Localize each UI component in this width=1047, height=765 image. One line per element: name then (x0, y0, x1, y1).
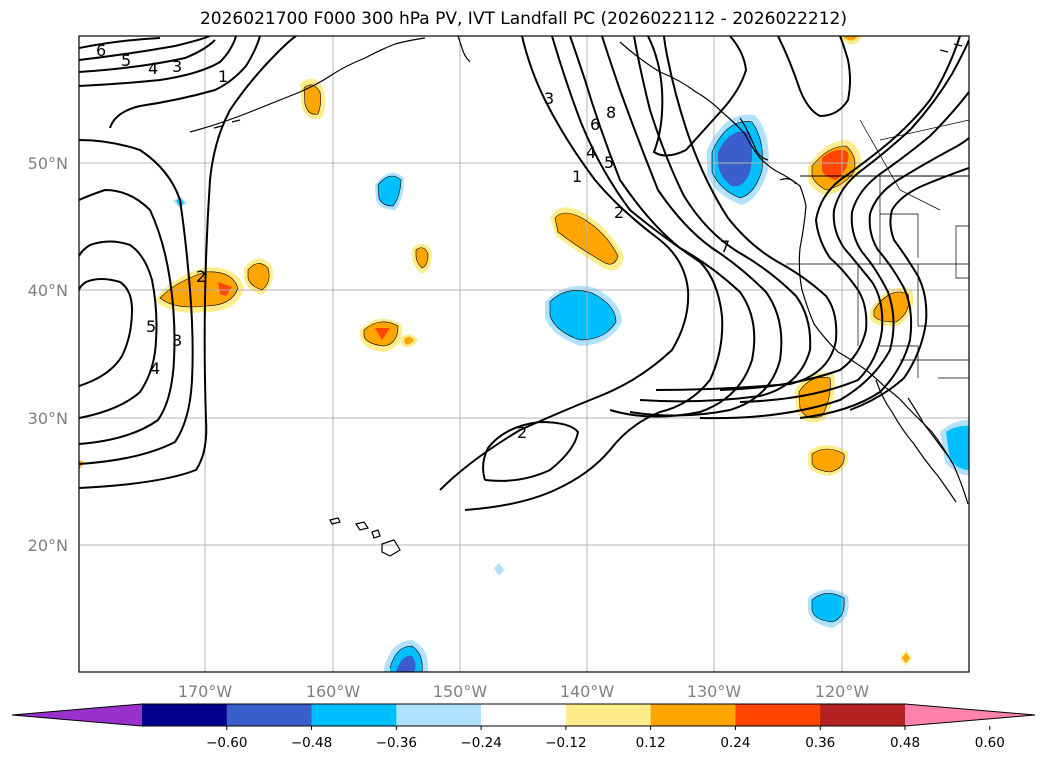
lat-label: 30°N (28, 409, 68, 428)
svg-text:2: 2 (614, 203, 624, 222)
colorbar-tick-label: 0.24 (720, 735, 750, 751)
svg-text:2: 2 (517, 423, 527, 442)
colorbar-tick-label: −0.36 (376, 735, 417, 751)
colorbar-segment (650, 704, 736, 726)
lon-label: 160°W (306, 682, 361, 701)
svg-text:2: 2 (196, 267, 206, 286)
colorbar-segment (226, 704, 313, 726)
svg-text:3: 3 (544, 89, 554, 108)
map-background (79, 36, 969, 672)
svg-text:6: 6 (96, 41, 106, 60)
latitude-labels: 50°N 40°N 30°N 20°N (28, 154, 68, 555)
pv-outlines (159, 84, 910, 672)
colorbar-tick-label: −0.60 (206, 735, 247, 751)
colorbar-tick-label: −0.48 (291, 735, 332, 751)
map-title: 2026021700 F000 300 hPa PV, IVT Landfall… (199, 9, 847, 29)
pv-shading (79, 36, 969, 672)
lon-label: 130°W (687, 682, 742, 701)
lat-label: 20°N (28, 536, 68, 555)
svg-text:7: 7 (720, 237, 730, 256)
colorbar-tick-label: 0.60 (975, 735, 1005, 751)
svg-text:6: 6 (590, 115, 600, 134)
colorbar-segment (396, 704, 482, 726)
svg-text:5: 5 (604, 153, 614, 172)
lat-label: 40°N (28, 281, 68, 300)
colorbar-segment (735, 704, 821, 726)
colorbar-tick-label: 0.48 (890, 735, 920, 751)
map-frame (78, 35, 970, 673)
colorbar-tick-label: 0.12 (636, 735, 666, 751)
svg-text:8: 8 (606, 103, 616, 122)
ivt-contours (79, 36, 969, 511)
colorbar-segment (481, 704, 567, 726)
colorbar: −0.60 −0.48 −0.36 −0.24 −0.12 0.12 0.24 0.36 0.4… (11, 703, 1036, 751)
longitude-labels: 170°W 160°W 150°W 140°W 130°W 120°W (178, 682, 870, 701)
lon-label: 140°W (560, 682, 615, 701)
colorbar-segment (142, 704, 228, 726)
lon-label: 150°W (433, 682, 488, 701)
colorbar-segment (820, 704, 906, 726)
svg-text:5: 5 (146, 317, 156, 336)
lon-label: 120°W (815, 682, 870, 701)
colorbar-segment (311, 704, 397, 726)
svg-text:3: 3 (172, 331, 182, 350)
svg-text:4: 4 (150, 359, 160, 378)
colorbar-extend-high (905, 704, 1035, 726)
svg-text:3: 3 (172, 57, 182, 76)
lon-label: 170°W (178, 682, 233, 701)
svg-text:4: 4 (148, 59, 158, 78)
colorbar-outline (11, 703, 1036, 727)
svg-text:1: 1 (218, 67, 228, 86)
svg-text:5: 5 (121, 51, 131, 70)
lat-label: 50°N (28, 154, 68, 173)
colorbar-tick-label: −0.12 (545, 735, 586, 751)
svg-text:4: 4 (586, 143, 596, 162)
colorbar-segment (565, 704, 652, 726)
colorbar-tick-label: 0.36 (805, 735, 835, 751)
svg-text:1: 1 (572, 167, 582, 186)
colorbar-tick-label: −0.24 (460, 735, 501, 751)
contour-labels: 6 5 4 3 1 3 8 6 4 5 1 2 7 2 5 3 4 2 (96, 41, 730, 442)
colorbar-extend-low (12, 704, 142, 726)
